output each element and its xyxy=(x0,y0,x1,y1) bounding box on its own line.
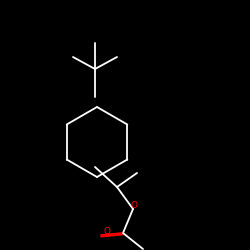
Text: O: O xyxy=(130,200,138,209)
Text: O: O xyxy=(104,226,110,235)
